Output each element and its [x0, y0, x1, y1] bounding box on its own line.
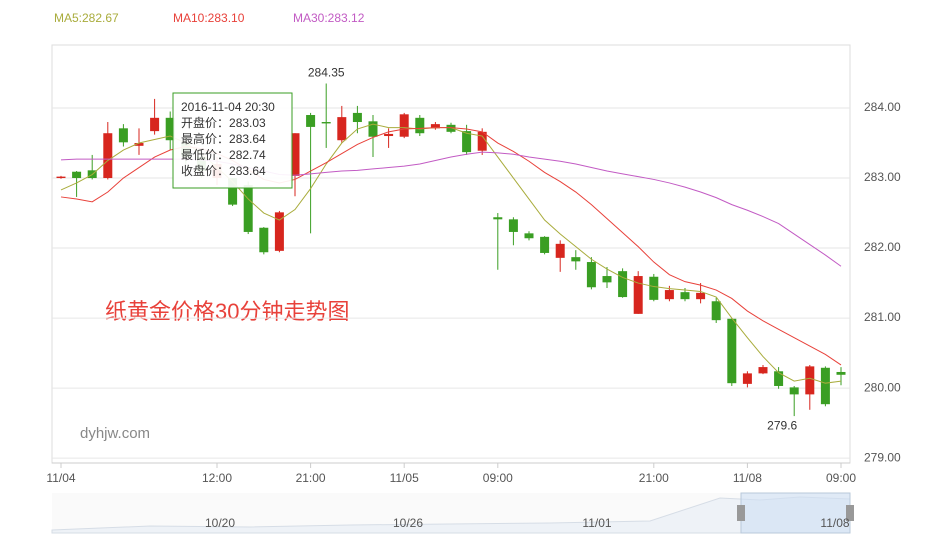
tooltip-title: 2016-11-04 20:30 [181, 100, 275, 114]
legend-entry: MA5:282.67 [54, 11, 119, 25]
y-tick-label: 284.00 [864, 100, 901, 114]
candle-body [508, 219, 518, 232]
watermark: 纸黄金价格30分钟走势图 [105, 299, 349, 324]
candle-body [836, 371, 846, 375]
tooltip-value: 283.03 [229, 116, 266, 130]
x-tick-label: 12:00 [202, 471, 232, 485]
candle-body [540, 236, 550, 253]
candle-body [774, 371, 784, 386]
tooltip-label: 收盘价： [181, 163, 229, 178]
candle-body [680, 292, 690, 300]
x-tick-label: 11/04 [46, 471, 75, 485]
legend-entry: MA10:283.10 [173, 11, 245, 25]
candle-body [150, 117, 160, 132]
candle-body [618, 271, 628, 298]
candle-body [805, 366, 815, 395]
y-tick-label: 283.00 [864, 170, 901, 184]
x-tick-label: 11/05 [390, 471, 419, 485]
navigator-label: 11/01 [582, 516, 611, 530]
tooltip-value: 283.64 [229, 164, 266, 178]
x-tick-label: 09:00 [826, 471, 856, 485]
navigator-handle[interactable] [737, 505, 745, 521]
y-tick-label: 282.00 [864, 240, 901, 254]
y-tick-label: 279.00 [864, 450, 901, 464]
candle-body [430, 124, 440, 129]
candle-body [352, 112, 362, 123]
candle-body [571, 257, 581, 262]
candle-body [56, 176, 66, 179]
candle-body [633, 276, 643, 314]
max-label: 284.35 [308, 66, 345, 80]
min-label: 279.6 [767, 418, 797, 432]
tooltip-row: 收盘价：283.64 [181, 163, 266, 178]
candle-body [134, 143, 144, 146]
candle-body [415, 117, 425, 134]
candle-body [789, 387, 799, 395]
candle-body [384, 133, 394, 137]
candle-body [758, 367, 768, 374]
x-tick-label: 11/08 [733, 471, 762, 485]
candle-body [72, 171, 82, 179]
navigator-handle[interactable] [846, 505, 854, 521]
candle-body [306, 115, 316, 127]
navigator-label: 11/08 [820, 516, 849, 530]
tooltip-label: 最高价： [181, 131, 229, 146]
candle-body [602, 276, 612, 283]
navigator-label: 10/20 [205, 516, 235, 530]
candle-body [321, 122, 331, 124]
legend-entry: MA30:283.12 [293, 11, 365, 25]
tooltip-box [172, 92, 293, 189]
tooltip-row: 最低价：282.74 [181, 148, 266, 162]
y-tick-label: 280.00 [864, 380, 901, 394]
candle-body [103, 133, 113, 179]
navigator-selection[interactable] [740, 492, 851, 534]
candle-body [711, 301, 721, 321]
tooltip-label: 开盘价： [181, 115, 229, 130]
tooltip: 2016-11-04 20:30开盘价：283.03最高价：283.64最低价：… [172, 92, 293, 189]
x-tick-label: 09:00 [483, 471, 513, 485]
candle-body [274, 212, 284, 251]
x-tick-label: 21:00 [296, 471, 326, 485]
tooltip-row: 最高价：283.64 [181, 131, 266, 146]
candle-body [446, 124, 456, 132]
tooltip-row: 开盘价：283.03 [181, 115, 266, 130]
candle-body [462, 131, 472, 153]
tooltip-label: 最低价： [181, 148, 229, 162]
candle-body [586, 262, 596, 288]
candle-body [228, 178, 238, 205]
candle-body [742, 373, 752, 384]
candle-body [337, 117, 347, 141]
candle-body [820, 367, 830, 405]
candle-body [696, 292, 706, 300]
candle-body [477, 131, 487, 151]
candle-body [165, 117, 175, 141]
x-tick-label: 21:00 [639, 471, 669, 485]
site-watermark: dyhjw.com [80, 425, 150, 442]
y-tick-label: 281.00 [864, 310, 901, 324]
tooltip-value: 282.74 [229, 148, 266, 162]
candle-body [368, 121, 378, 137]
candle-body [555, 243, 565, 258]
candle-body [727, 318, 737, 384]
candle-body [399, 114, 409, 137]
navigator [51, 492, 854, 534]
candle-body [259, 227, 269, 253]
candle-body [664, 290, 674, 300]
candle-body [290, 133, 300, 176]
candle-body [243, 185, 253, 232]
candle-body [118, 128, 128, 143]
candle-body [493, 217, 503, 220]
candle-body [649, 276, 659, 300]
candle-body [524, 233, 534, 239]
tooltip-value: 283.64 [229, 132, 266, 146]
navigator-label: 10/26 [393, 516, 423, 530]
